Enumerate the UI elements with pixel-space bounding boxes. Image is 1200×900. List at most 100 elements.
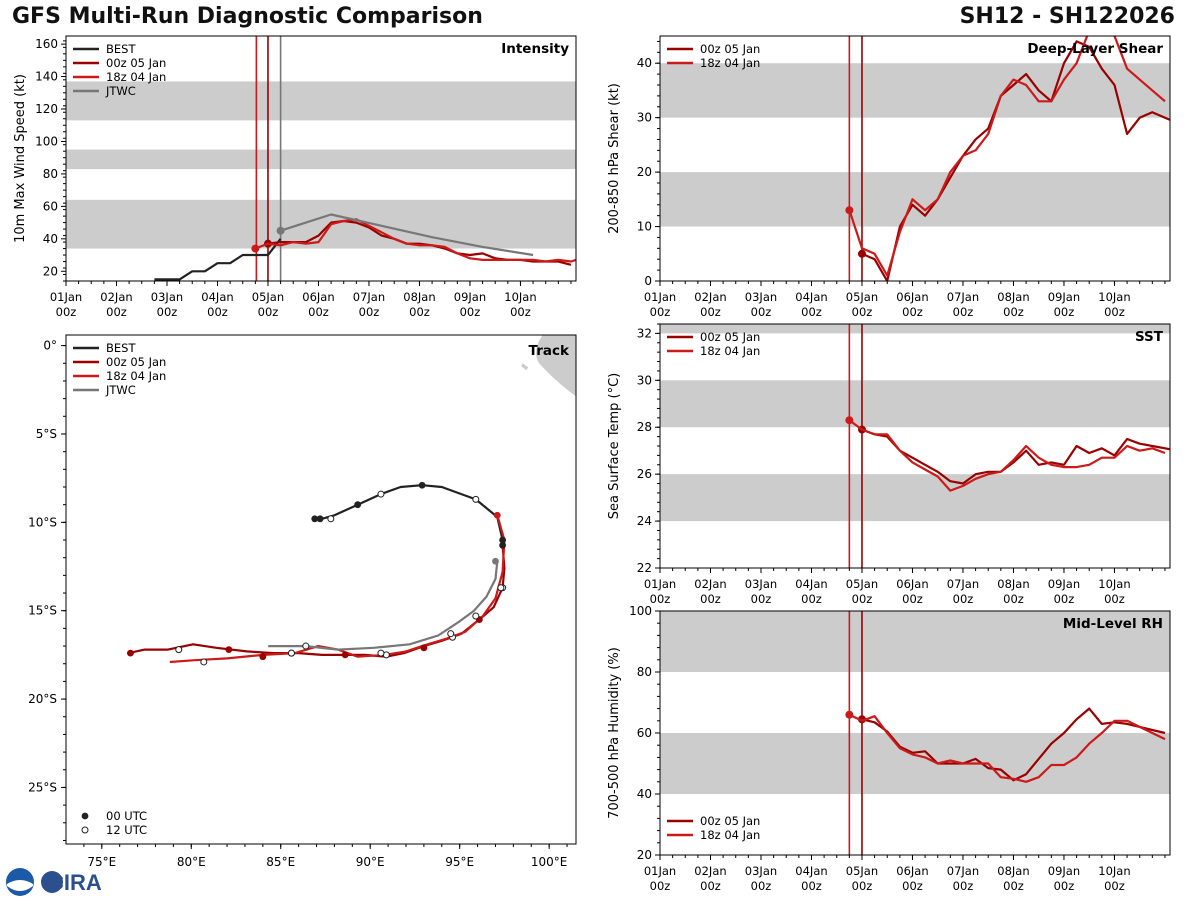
intensity-series-best [154,238,282,281]
rh-ytick-label: 20 [637,848,652,862]
shear-xtick-label: 00z [751,305,772,319]
shear-series-run00z05 [861,40,1170,281]
sst-xtick-label: 06Jan [896,577,928,591]
intensity-band-2 [66,81,576,121]
sst-ylabel: Sea Surface Temp (°C) [607,373,622,520]
intensity-ytick-label: 20 [43,264,58,278]
noaa-cira-logo: CIRA [6,868,102,896]
sst-band-1 [660,380,1170,428]
sst-band-2 [660,324,1170,334]
sst-xtick-label: 07Jan [947,577,979,591]
shear-xtick-label: 00z [1003,305,1024,319]
rh-xtick-label: 06Jan [896,864,928,878]
rh-xtick-label: 09Jan [1048,864,1080,878]
rh-xtick-label: 02Jan [694,864,726,878]
track-point-12utc [200,658,208,666]
intensity-series-run18z04 [255,218,576,263]
intensity-xtick-label: 00z [157,305,178,319]
intensity-init-point-run18z04 [251,244,260,253]
sst-xtick-label: 00z [801,592,822,606]
shear-xtick-label: 03Jan [745,290,777,304]
track-point-00utc [127,649,134,657]
intensity-xtick-label: 06Jan [302,290,334,304]
track-point-00utc [420,644,428,652]
shear-xtick-label: 04Jan [795,290,827,304]
rh-ylabel: 700-500 hPa Humidity (%) [607,647,622,819]
intensity-xtick-label: 10Jan [504,290,536,304]
rh-xtick-label: 00z [751,879,772,893]
intensity-ytick-label: 160 [35,37,58,51]
sst-legend-label: 18z 04 Jan [700,344,760,358]
intensity-plot-area [66,36,576,281]
sst-xtick-label: 00z [1003,592,1024,606]
shear-legend-label: 00z 05 Jan [700,42,760,56]
track-point-12utc [327,515,335,523]
intensity-xtick-label: 00z [207,305,228,319]
track-legend-label: JTWC [105,383,136,397]
shear-xtick-label: 08Jan [997,290,1029,304]
track-legend-00utc-marker [81,812,89,820]
sst-ytick-label: 30 [637,373,652,387]
rh-xtick-label: 00z [902,879,923,893]
track-point-00utc [341,651,349,659]
intensity-xtick-label: 00z [460,305,481,319]
rh-ytick-label: 80 [637,665,652,679]
sst-title: SST [1135,329,1164,345]
sst-xtick-label: 00z [902,592,923,606]
intensity-xtick-label: 00z [308,305,329,319]
land-sumatra [535,335,576,398]
shear-xtick-label: 02Jan [694,290,726,304]
intensity-frame [65,35,577,282]
rh-plot-area [660,611,1170,855]
track-point-12utc [302,642,310,650]
shear-series-run18z04 [848,36,1166,277]
land-island [521,363,529,371]
track-xtick-label: 80°E [177,855,206,869]
track-xtick-label: 90°E [356,855,385,869]
track-marker-legend-label: 12 UTC [106,823,147,837]
shear-ytick-label: 30 [637,111,652,125]
track-point-00utc [316,515,324,523]
rh-xtick-label: 00z [801,879,822,893]
intensity-ytick-label: 80 [43,167,58,181]
rh-xtick-label: 04Jan [795,864,827,878]
track-point-00utc [499,541,507,549]
sst-ytick-label: 32 [637,326,652,340]
rh-legend-label: 00z 05 Jan [700,814,760,828]
sst-ytick-label: 24 [637,514,652,528]
shear-xtick-label: 01Jan [644,290,676,304]
shear-xtick-label: 00z [801,305,822,319]
rh-ytick-label: 60 [637,726,652,740]
cira-globe-icon [41,871,63,893]
track-point-12utc [175,646,183,654]
shear-ytick-label: 20 [637,165,652,179]
track-point-12utc [447,630,455,638]
sst-xtick-label: 09Jan [1048,577,1080,591]
sst-frame [659,323,1171,569]
shear-xtick-label: 00z [1104,305,1125,319]
sst-xtick-label: 04Jan [795,577,827,591]
intensity-xtick-label: 05Jan [252,290,284,304]
intensity-init-point-jtwc [276,226,285,235]
track-plot-area [127,335,576,666]
shear-frame [659,35,1171,282]
intensity-ytick-label: 140 [35,70,58,84]
intensity-ylabel: 10m Max Wind Speed (kt) [13,74,28,243]
sst-xtick-label: 00z [751,592,772,606]
intensity-ytick-label: 40 [43,232,58,246]
shear-init-point-run00z05 [857,249,866,258]
intensity-xtick-label: 02Jan [100,290,132,304]
intensity-band-1 [66,149,576,170]
track-ytick-label: 5°S [36,427,57,441]
intensity-xtick-label: 00z [359,305,380,319]
sst-xtick-label: 00z [953,592,974,606]
track-point-00utc [259,653,267,661]
sst-plot-area [660,324,1170,568]
sst-xtick-label: 00z [1104,592,1125,606]
track-legend-label: BEST [106,341,136,355]
sst-series-run00z05 [861,428,1170,485]
track-point-00utc [225,646,233,653]
rh-xtick-label: 10Jan [1098,864,1130,878]
shear-xtick-label: 00z [650,305,671,319]
rh-xtick-label: 00z [852,879,873,893]
